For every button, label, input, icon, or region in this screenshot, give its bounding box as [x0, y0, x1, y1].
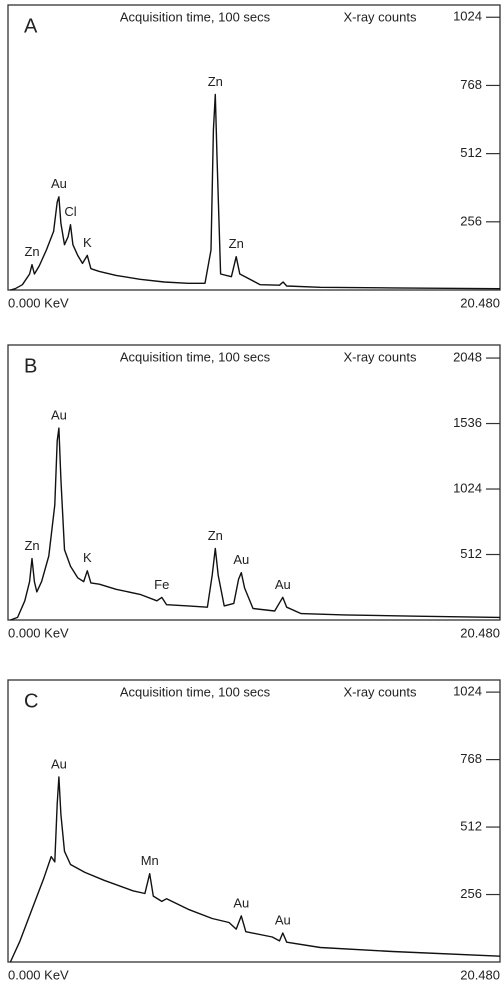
- peak-label: Au: [51, 756, 67, 771]
- peak-label: Au: [233, 552, 249, 567]
- y-axis-label: X-ray counts: [344, 684, 417, 699]
- y-tick-label: 256: [460, 213, 482, 228]
- spectrum-line: [10, 93, 501, 291]
- x-tick-label: 0.000 KeV: [8, 625, 69, 640]
- y-tick-label: 768: [460, 751, 482, 766]
- x-tick-label: 20.480: [460, 295, 500, 310]
- panel-frame: [7, 344, 501, 621]
- peak-label: Au: [51, 408, 67, 423]
- panel-frame: [7, 4, 501, 291]
- x-tick-label: 20.480: [460, 625, 500, 640]
- x-tick-label: 0.000 KeV: [8, 295, 69, 310]
- y-tick-label: 2048: [453, 349, 482, 364]
- subtitle: Acquisition time, 100 secs: [120, 9, 271, 24]
- panel-label: B: [24, 355, 37, 377]
- peak-label: Fe: [154, 577, 169, 592]
- peak-label: Au: [275, 912, 291, 927]
- peak-label: Au: [275, 577, 291, 592]
- panel-label: C: [24, 690, 38, 712]
- peak-label: K: [83, 550, 92, 565]
- y-axis-label: X-ray counts: [344, 349, 417, 364]
- peak-label: Zn: [24, 244, 39, 259]
- peak-label: K: [83, 235, 92, 250]
- peak-label: Cl: [64, 204, 76, 219]
- y-tick-label: 512: [460, 546, 482, 561]
- y-tick-label: 1024: [453, 9, 482, 24]
- subtitle: Acquisition time, 100 secs: [120, 684, 271, 699]
- peak-label: Zn: [229, 236, 244, 251]
- spectrum-line: [9, 776, 501, 963]
- x-tick-label: 20.480: [460, 967, 500, 982]
- y-tick-label: 1536: [453, 415, 482, 430]
- panel-label: A: [24, 15, 38, 37]
- peak-label: Zn: [208, 528, 223, 543]
- peak-label: Au: [51, 176, 67, 191]
- panel-frame: [7, 679, 501, 963]
- y-tick-label: 1024: [453, 480, 482, 495]
- y-axis-label: X-ray counts: [344, 9, 417, 24]
- peak-label: Mn: [141, 853, 159, 868]
- x-tick-label: 0.000 KeV: [8, 967, 69, 982]
- subtitle: Acquisition time, 100 secs: [120, 349, 271, 364]
- peak-label: Zn: [24, 538, 39, 553]
- y-tick-label: 256: [460, 886, 482, 901]
- peak-label: Zn: [208, 74, 223, 89]
- y-tick-label: 768: [460, 77, 482, 92]
- y-tick-label: 512: [460, 145, 482, 160]
- spectrum-line: [10, 427, 501, 621]
- y-tick-label: 1024: [453, 684, 482, 699]
- peak-label: Au: [233, 895, 249, 910]
- y-tick-label: 512: [460, 818, 482, 833]
